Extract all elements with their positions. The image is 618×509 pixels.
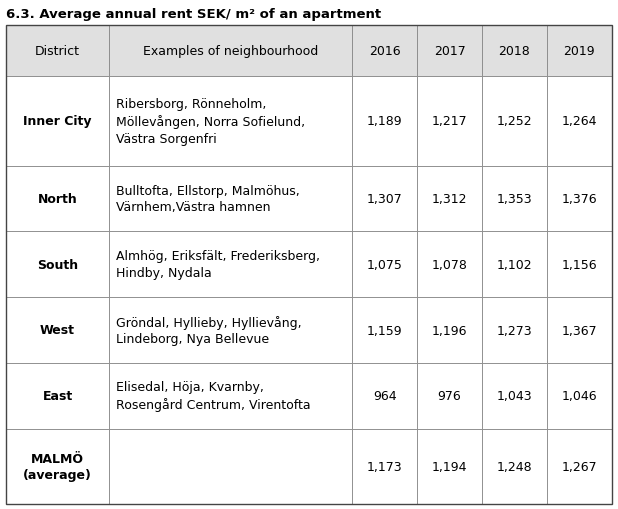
Bar [547,166,612,232]
Text: North: North [38,192,77,206]
Bar [6,77,109,166]
Bar [417,429,482,504]
Bar [352,429,417,504]
Text: 1,075: 1,075 [366,258,403,271]
Text: 1,312: 1,312 [432,192,467,206]
Text: West: West [40,324,75,337]
Bar [352,25,417,77]
Bar [109,77,352,166]
Bar [6,363,109,429]
Bar [482,166,547,232]
Text: 1,078: 1,078 [431,258,468,271]
Text: East: East [43,389,73,403]
Bar [352,77,417,166]
Bar [482,232,547,298]
Bar [417,232,482,298]
Text: Gröndal, Hyllieby, Hyllievång,
Lindeborg, Nya Bellevue: Gröndal, Hyllieby, Hyllievång, Lindeborg… [116,315,302,346]
Bar [547,25,612,77]
Text: 1,273: 1,273 [497,324,532,337]
Bar [547,298,612,363]
Text: 1,046: 1,046 [562,389,597,403]
Bar [482,77,547,166]
Bar [6,232,109,298]
Bar [109,429,352,504]
Text: Elisedal, Höja, Kvarnby,
Rosengård Centrum, Virentofta: Elisedal, Höja, Kvarnby, Rosengård Centr… [116,381,311,411]
Bar [6,429,109,504]
Text: 1,189: 1,189 [367,115,402,128]
Text: 1,307: 1,307 [367,192,402,206]
Text: 1,217: 1,217 [432,115,467,128]
Bar [482,429,547,504]
Text: 2016: 2016 [369,45,400,58]
Text: 1,353: 1,353 [497,192,532,206]
Text: 2019: 2019 [564,45,595,58]
Text: 2018: 2018 [499,45,530,58]
Text: South: South [37,258,78,271]
Bar [482,298,547,363]
Bar [109,363,352,429]
Text: MALMÖ
(average): MALMÖ (average) [23,451,92,481]
Text: 1,159: 1,159 [367,324,402,337]
Text: 1,156: 1,156 [562,258,597,271]
Bar [352,166,417,232]
Bar [547,77,612,166]
Text: Ribersborg, Rönneholm,
Möllevången, Norra Sofielund,
Västra Sorgenfri: Ribersborg, Rönneholm, Möllevången, Norr… [116,98,305,145]
Text: 6.3. Average annual rent SEK/ m² of an apartment: 6.3. Average annual rent SEK/ m² of an a… [6,8,381,20]
Bar [109,166,352,232]
Bar [352,298,417,363]
Text: 1,367: 1,367 [562,324,597,337]
Bar [417,363,482,429]
Text: 976: 976 [438,389,462,403]
Bar [6,166,109,232]
Bar [547,232,612,298]
Bar [109,298,352,363]
Text: 1,173: 1,173 [367,460,402,473]
Text: 1,252: 1,252 [497,115,532,128]
Text: Examples of neighbourhood: Examples of neighbourhood [143,45,318,58]
Bar [547,363,612,429]
Text: Bulltofta, Ellstorp, Malmöhus,
Värnhem,Västra hamnen: Bulltofta, Ellstorp, Malmöhus, Värnhem,V… [116,184,300,214]
Text: 964: 964 [373,389,397,403]
Bar [482,25,547,77]
Text: 1,267: 1,267 [562,460,597,473]
Bar [482,363,547,429]
Text: 2017: 2017 [434,45,465,58]
Text: 1,043: 1,043 [497,389,532,403]
Bar [352,363,417,429]
Bar [417,77,482,166]
Bar [417,166,482,232]
Text: Inner City: Inner City [23,115,92,128]
Bar [547,429,612,504]
Text: 1,194: 1,194 [432,460,467,473]
Text: 1,264: 1,264 [562,115,597,128]
Bar [6,298,109,363]
Bar [109,232,352,298]
Bar [109,25,352,77]
Text: Almhög, Eriksfält, Frederiksberg,
Hindby, Nydala: Almhög, Eriksfält, Frederiksberg, Hindby… [116,250,320,279]
Bar [352,232,417,298]
Bar [417,298,482,363]
Text: 1,248: 1,248 [497,460,532,473]
Bar [6,25,109,77]
Text: 1,376: 1,376 [562,192,597,206]
Bar [417,25,482,77]
Text: 1,102: 1,102 [497,258,532,271]
Text: 1,196: 1,196 [432,324,467,337]
Text: District: District [35,45,80,58]
